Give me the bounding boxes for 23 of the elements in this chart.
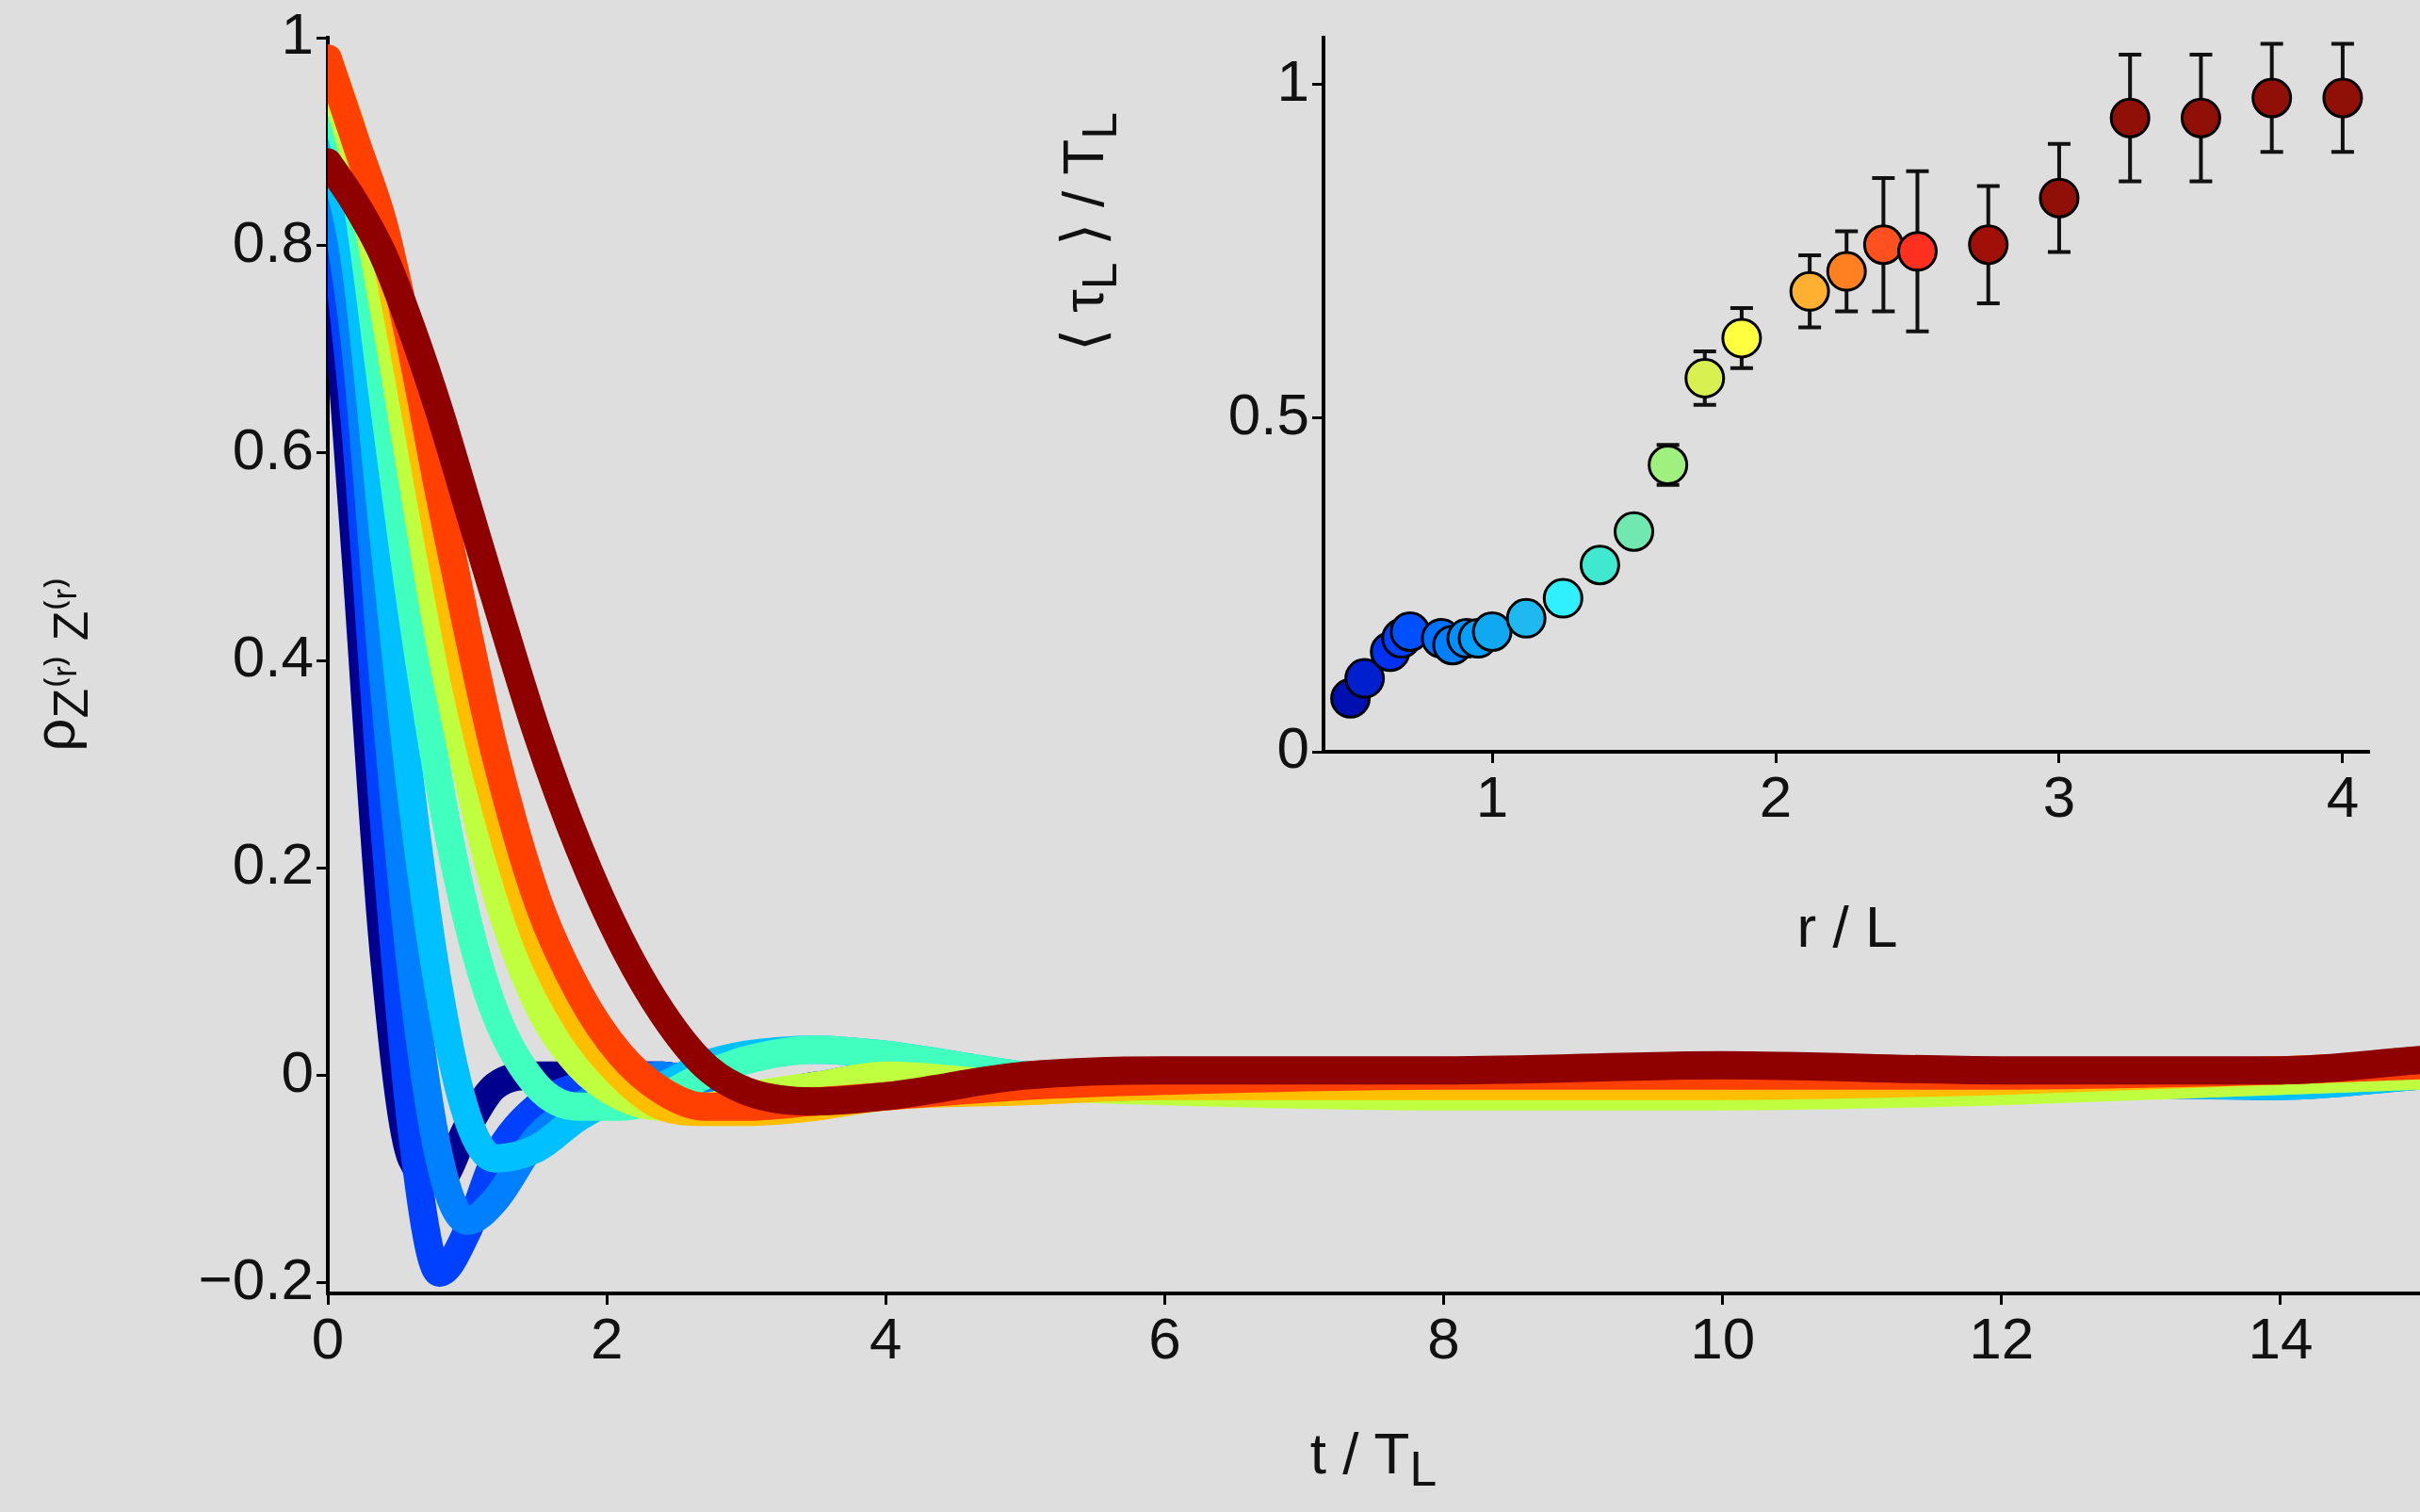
y-tick-label: −0.2	[198, 1246, 314, 1312]
y-tick-label: 0	[281, 1038, 314, 1104]
x-axis-title: t / T$_{L}$	[1309, 1419, 1437, 1498]
x-tick-label: 14	[2248, 1306, 2314, 1372]
y-tick-label: 0.5	[1227, 381, 1309, 447]
x-tick-label: 4	[869, 1306, 902, 1372]
x-axis-title: r / L	[1796, 892, 1898, 960]
x-tick-label: 4	[2326, 764, 2360, 830]
y-tick-label: 1	[281, 1, 314, 67]
x-tick-label: 6	[1148, 1306, 1181, 1372]
y-tick-label: 0.4	[232, 624, 314, 690]
x-tick-label: 1	[1475, 764, 1509, 830]
x-tick-label: 2	[1759, 764, 1793, 830]
x-tick-label: 2	[590, 1306, 624, 1372]
y-tick-label: 0.6	[232, 415, 314, 481]
x-tick-label: 3	[2042, 764, 2076, 830]
x-tick-label: 8	[1427, 1306, 1460, 1372]
x-tick-label: 10	[1690, 1306, 1756, 1372]
y-tick-label: 0	[1276, 715, 1309, 781]
x-tick-label: 12	[1969, 1306, 2035, 1372]
y-tick-label: 0.8	[232, 208, 314, 274]
y-tick-label: 0.2	[232, 831, 314, 897]
y-tick-label: 1	[1276, 47, 1309, 113]
